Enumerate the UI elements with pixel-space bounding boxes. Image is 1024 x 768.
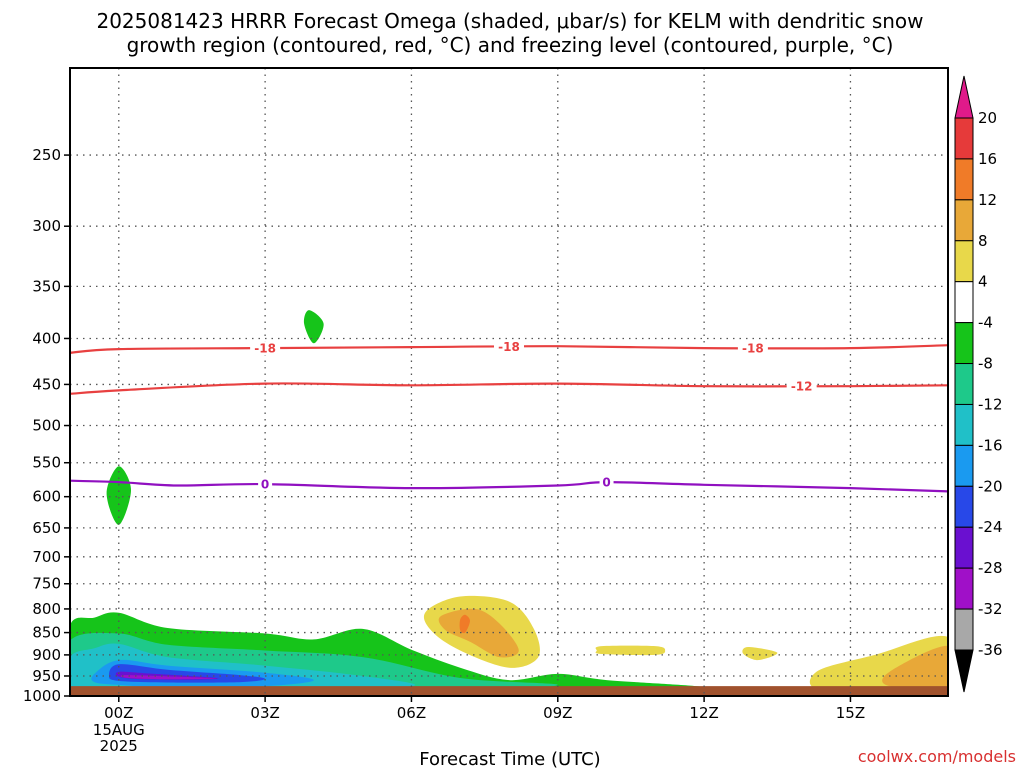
y-tick-label-850: 850: [32, 624, 61, 642]
x-tick-label-15Z: 15Z: [836, 704, 865, 722]
colorbar-bin-16_12: [954, 158, 974, 201]
colorbar-bin-8_4: [954, 240, 974, 283]
colorbar-label-8: 8: [978, 232, 988, 250]
colorbar: 20 16 12 8 4 -4 -8 -12 -16 -20 -24 -28 -32 -36: [954, 75, 1003, 693]
y-tick-label-550: 550: [32, 454, 61, 472]
colorbar-label--20: -20: [978, 477, 1003, 495]
colorbar-top-arrow: [954, 75, 974, 119]
colorbar-label--32: -32: [978, 600, 1003, 618]
omega-shading: [70, 310, 948, 696]
colorbar-label--12: -12: [978, 395, 1003, 413]
x-tick-label-12Z: 12Z: [689, 704, 718, 722]
colorbar-bin-4_-4: [954, 281, 974, 324]
chart-title: 2025081423 HRRR Forecast Omega (shaded, …: [96, 9, 923, 57]
colorbar-bottom-arrow: [954, 649, 974, 693]
y-axis: 250 300 350 400 450 500 550 600 650 700 750 800 850 9…: [23, 146, 70, 705]
colorbar-label--4: -4: [978, 314, 993, 332]
contour-label-0-0: 0: [261, 478, 269, 492]
y-tick-label-700: 700: [32, 548, 61, 566]
contour-label-bg-0-0: [258, 477, 273, 492]
colorbar-label--16: -16: [978, 436, 1003, 454]
y-tick-label-500: 500: [32, 417, 61, 435]
y-tick-label-800: 800: [32, 600, 61, 618]
x-tick-sublabel-1: 2025: [100, 737, 138, 755]
omega-region--4-8-8: [106, 466, 131, 525]
contour-label--18-0: -18: [254, 342, 276, 356]
colorbar-label--8: -8: [978, 355, 993, 373]
omega-region--28-32-6: [120, 675, 217, 680]
y-tick-label-750: 750: [32, 575, 61, 593]
contour-label--12-0: -12: [791, 380, 813, 394]
contour-label--18-1: -18: [498, 340, 520, 354]
y-tick-label-950: 950: [32, 667, 61, 685]
plot-frame: [69, 67, 949, 697]
y-tick-label-1000: 1000: [23, 687, 61, 705]
ground-fill: [70, 686, 948, 696]
colorbar-bin--4_-8: [954, 322, 974, 365]
colorbar-bin-20_16: [954, 117, 974, 160]
credit-text: coolwx.com/models: [858, 747, 1016, 766]
colorbar-bin--20_-24: [954, 485, 974, 528]
contour-label-bg--18-1: [494, 339, 524, 354]
y-tick-label-650: 650: [32, 519, 61, 537]
ground-terrain: [70, 686, 948, 696]
colorbar-label-12: 12: [978, 191, 997, 209]
y-tick-label-250: 250: [32, 146, 61, 164]
y-tick-label-400: 400: [32, 329, 61, 347]
y-tick-label-600: 600: [32, 488, 61, 506]
omega-region-48-13: [742, 646, 778, 661]
contour-line--12: [70, 382, 948, 395]
colorbar-label--28: -28: [978, 559, 1003, 577]
x-axis-title: Forecast Time (UTC): [419, 749, 600, 768]
colorbar-label--36: -36: [978, 641, 1003, 659]
x-tick-label-06Z: 06Z: [397, 704, 426, 722]
contour-label-0-1: 0: [602, 476, 610, 490]
contour-label-bg--18-2: [737, 341, 768, 356]
colorbar-bin--12_-16: [954, 403, 974, 446]
colorbar-label--24: -24: [978, 518, 1003, 536]
colorbar-label-20: 20: [978, 109, 997, 127]
contours: -18 -18 -18 -12 0 0: [70, 339, 948, 493]
omega-region-48-12: [595, 645, 666, 656]
omega-region-812-10: [438, 608, 519, 658]
colorbar-bin-12_8: [954, 199, 974, 242]
x-tick-label-00Z: 00Z: [104, 704, 133, 722]
grid: [70, 68, 948, 697]
contour-label-bg-0-1: [599, 475, 614, 490]
colorbar-bin--32_-36: [954, 608, 974, 651]
contour-label-bg--12-0: [786, 379, 817, 394]
colorbar-bin--24_-28: [954, 526, 974, 569]
contour-label-bg--18-0: [250, 341, 281, 356]
x-tick-sublabel-0: 15AUG: [93, 721, 145, 739]
contour-label--18-2: -18: [742, 342, 764, 356]
y-tick-label-450: 450: [32, 375, 61, 393]
colorbar-label-4: 4: [978, 273, 988, 291]
omega-region-812-15: [882, 646, 948, 690]
y-tick-label-350: 350: [32, 277, 61, 295]
colorbar-bin--16_-20: [954, 444, 974, 487]
y-tick-label-300: 300: [32, 217, 61, 235]
omega-region-1216-11: [459, 614, 470, 634]
title-line-2: growth region (contoured, red, °C) and f…: [127, 33, 894, 57]
title-line-1: 2025081423 HRRR Forecast Omega (shaded, …: [96, 9, 923, 33]
x-tick-label-03Z: 03Z: [250, 704, 279, 722]
omega-region--4-8-7: [303, 310, 324, 344]
colorbar-bin--28_-32: [954, 567, 974, 610]
y-tick-label-900: 900: [32, 646, 61, 664]
colorbar-bin--8_-12: [954, 363, 974, 405]
contour-line-0: [70, 479, 948, 493]
x-tick-label-09Z: 09Z: [543, 704, 572, 722]
colorbar-label-16: 16: [978, 150, 997, 168]
